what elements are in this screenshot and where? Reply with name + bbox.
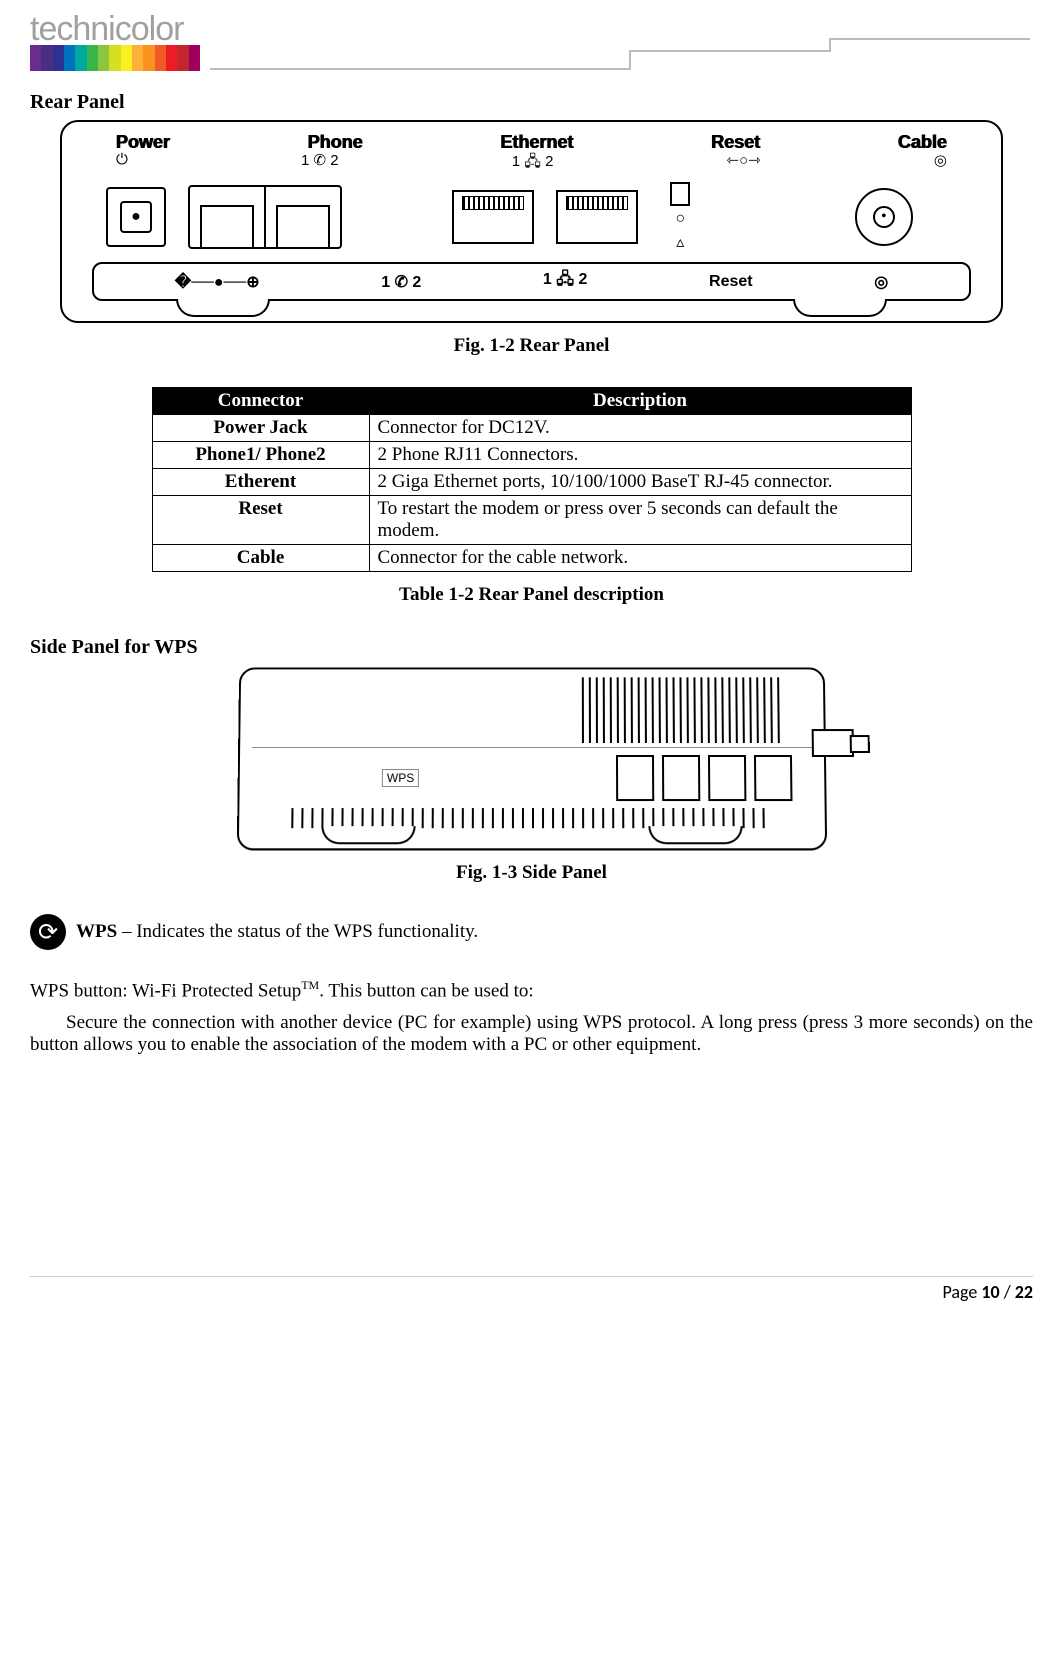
phone-ports-icon: [188, 185, 342, 249]
sublabel-cable: ◎: [934, 151, 947, 176]
table-caption: Table 1-2 Rear Panel description: [30, 584, 1033, 606]
side-port-icon: [753, 755, 792, 801]
rear-figure-caption: Fig. 1-2 Rear Panel: [30, 335, 1033, 357]
wps-bold: WPS: [76, 921, 117, 942]
page-footer: Page 10 / 22: [30, 1276, 1033, 1303]
rear-panel-table: Connector Description Power JackConnecto…: [152, 387, 912, 572]
table-row: CableConnector for the cable network.: [152, 545, 911, 572]
table-row: Phone1/ Phone22 Phone RJ11 Connectors.: [152, 442, 911, 469]
brand-logo: technicolor: [30, 10, 200, 71]
side-port-icon: [707, 755, 745, 801]
bottom-reset: Reset: [709, 273, 753, 291]
table-header-connector: Connector: [152, 388, 369, 415]
vent-grille-icon: [581, 677, 781, 743]
ethernet-port-2-icon: [556, 190, 638, 244]
wps-button-label: WPS: [381, 769, 418, 787]
label-cable: Cable: [898, 132, 947, 153]
wps-refresh-icon: ⟳: [30, 914, 66, 950]
device-feet: [76, 299, 987, 317]
ports-row: ● ○▵ •: [76, 176, 987, 258]
cable-connector-icon: •: [855, 188, 913, 246]
wps-button-description: Secure the connection with another devic…: [30, 1012, 1033, 1056]
sublabel-ethernet: 1 🖧 2: [512, 151, 554, 176]
port-sublabels-top: ⏻ 1 ✆ 2 1 🖧 2 ⇽○⇾ ◎: [76, 151, 987, 176]
side-panel-heading: Side Panel for WPS: [30, 636, 1033, 659]
sublabel-phone: 1 ✆ 2: [301, 151, 339, 176]
table-row: Etherent2 Giga Ethernet ports, 10/100/10…: [152, 469, 911, 496]
table-row: Power JackConnector for DC12V.: [152, 415, 911, 442]
reset-button-icon: ○▵: [660, 182, 700, 252]
side-port-icon: [661, 755, 699, 801]
bottom-ethernet: 1 🖧 2: [543, 268, 588, 295]
table-header-description: Description: [369, 388, 911, 415]
bottom-power: �──●──⊕: [175, 272, 260, 292]
ethernet-port-1-icon: [452, 190, 534, 244]
sublabel-reset: ⇽○⇾: [727, 151, 761, 176]
port-labels-top: Power Phone Ethernet Reset Cable: [76, 132, 987, 153]
bottom-cable: ◎: [874, 272, 888, 292]
rear-panel-heading: Rear Panel: [30, 91, 1033, 114]
bottom-phone: 1 ✆ 2: [381, 272, 421, 292]
page-header: technicolor: [30, 10, 1033, 71]
wps-button-intro: WPS button: Wi-Fi Protected SetupTM. Thi…: [30, 978, 1033, 1002]
bottom-vents-icon: [291, 808, 772, 828]
brand-logo-bars: [30, 45, 200, 71]
label-reset: Reset: [711, 132, 760, 153]
side-figure-caption: Fig. 1-3 Side Panel: [30, 862, 1033, 884]
power-jack-icon: ●: [106, 187, 166, 247]
sublabel-power: ⏻: [116, 151, 128, 176]
table-row: ResetTo restart the modem or press over …: [152, 496, 911, 545]
label-phone: Phone: [308, 132, 363, 153]
rear-panel-figure: Power Phone Ethernet Reset Cable ⏻ 1 ✆ 2…: [60, 120, 1003, 323]
side-port-icon: [615, 755, 653, 801]
wps-indicator-line: ⟳ WPS – Indicates the status of the WPS …: [30, 914, 1033, 950]
wps-rest: – Indicates the status of the WPS functi…: [117, 921, 478, 942]
label-power: Power: [116, 132, 170, 153]
label-ethernet: Ethernet: [500, 132, 573, 153]
header-rule: [210, 21, 1033, 71]
brand-logo-text: technicolor: [30, 10, 200, 49]
side-panel-figure: WPS: [236, 667, 826, 850]
side-coax-icon: [811, 729, 853, 757]
port-labels-bottom: �──●──⊕ 1 ✆ 2 1 🖧 2 Reset ◎: [92, 262, 971, 301]
